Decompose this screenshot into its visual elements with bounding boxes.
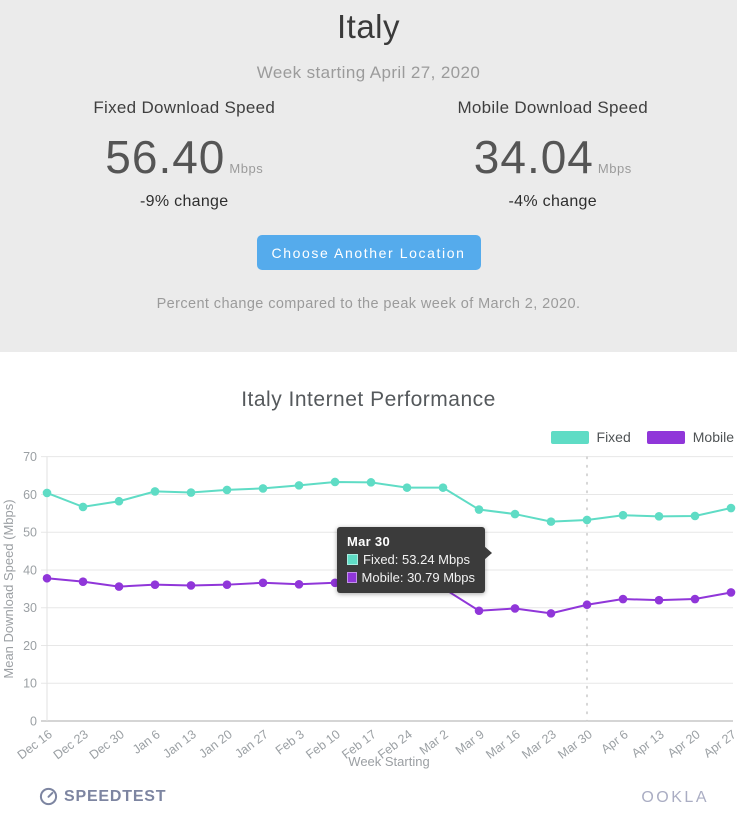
tooltip-date: Mar 30 [347,534,390,549]
svg-text:Dec 16: Dec 16 [15,727,55,762]
mobile-speed-summary: Mobile Download Speed 34.04 Mbps -4% chan… [369,98,737,211]
legend-item-fixed: Fixed [550,429,631,445]
svg-text:50: 50 [23,526,37,540]
svg-text:10: 10 [23,677,37,691]
tooltip-arrow [484,546,492,560]
svg-text:Jan 20: Jan 20 [196,727,234,761]
svg-text:Apr 27: Apr 27 [701,727,737,760]
svg-text:Dec 30: Dec 30 [87,727,127,762]
svg-text:Mar 16: Mar 16 [483,727,523,762]
fixed-change-badge: -9% change [140,193,229,210]
fixed-speed-value-row: 56.40 Mbps [0,130,369,184]
tooltip-row: Mobile: 30.79 Mbps [347,570,475,585]
speedtest-logo[interactable]: SPEEDTEST [39,787,166,806]
chart-legend: Fixed Mobile [543,429,734,445]
svg-text:Mean Download Speed (Mbps): Mean Download Speed (Mbps) [1,499,16,678]
svg-text:0: 0 [30,715,37,729]
legend-item-mobile: Mobile [646,429,734,445]
svg-text:Apr 6: Apr 6 [599,727,631,756]
tooltip-rows: Fixed: 53.24 Mbps Mobile: 30.79 Mbps [347,552,475,585]
svg-text:Mar 23: Mar 23 [519,727,559,762]
mobile-speed-value-row: 34.04 Mbps [369,130,737,184]
fixed-speed-summary: Fixed Download Speed 56.40 Mbps -9% chang… [0,98,369,211]
svg-text:70: 70 [23,450,37,464]
tooltip-value: Mobile: 30.79 Mbps [361,570,475,585]
speedtest-wordmark: SPEEDTEST [64,787,167,805]
mobile-speed-value: 34.04 [473,131,594,183]
svg-text:Week Starting: Week Starting [348,754,429,769]
chart-title: Italy Internet Performance [241,388,496,411]
svg-text:Jan 27: Jan 27 [232,727,270,761]
speed-columns: Fixed Download Speed 56.40 Mbps -9% chang… [0,98,737,211]
percent-change-footnote: Percent change compared to the peak week… [156,296,581,312]
svg-text:Mar 9: Mar 9 [453,727,487,757]
choose-location-button[interactable]: Choose Another Location [256,235,481,270]
legend-swatch [646,430,685,444]
summary-panel: Italy Week starting April 27, 2020 Fixed… [0,0,737,352]
tooltip-value: Fixed: 53.24 Mbps [363,552,470,567]
svg-text:Feb 10: Feb 10 [303,727,343,762]
svg-text:Dec 23: Dec 23 [51,727,91,762]
mobile-speed-unit: Mbps [597,161,632,176]
chart-panel: Italy Internet Performance Fixed Mobile 0… [0,352,737,813]
svg-text:Apr 13: Apr 13 [629,727,667,760]
svg-text:Mar 30: Mar 30 [555,727,595,762]
chart-tooltip: Mar 30 Fixed: 53.24 Mbps Mobile: 30.79 Mb… [337,527,492,593]
fixed-speed-unit: Mbps [229,161,264,176]
fixed-speed-value: 56.40 [105,131,226,183]
tooltip-swatch [347,554,358,565]
svg-text:60: 60 [23,488,37,502]
ookla-logo[interactable]: OOKLA [641,789,709,806]
svg-text:Jan 13: Jan 13 [160,727,198,761]
svg-text:20: 20 [23,639,37,653]
tooltip-swatch [347,572,357,583]
svg-text:Jan 6: Jan 6 [130,727,163,757]
speedometer-icon [39,787,58,806]
mobile-change-badge: -4% change [508,193,597,210]
tooltip-row: Fixed: 53.24 Mbps [347,552,475,567]
svg-text:30: 30 [23,601,37,615]
legend-swatch [550,430,589,444]
week-subtitle: Week starting April 27, 2020 [256,63,481,82]
fixed-speed-label: Fixed Download Speed [93,98,276,117]
legend-label: Mobile [692,429,734,445]
page-title: Italy [336,8,401,45]
legend-label: Fixed [596,429,631,445]
svg-text:Apr 20: Apr 20 [665,727,703,760]
mobile-speed-label: Mobile Download Speed [457,98,649,117]
svg-text:40: 40 [23,563,37,577]
svg-text:Feb 3: Feb 3 [273,727,307,757]
